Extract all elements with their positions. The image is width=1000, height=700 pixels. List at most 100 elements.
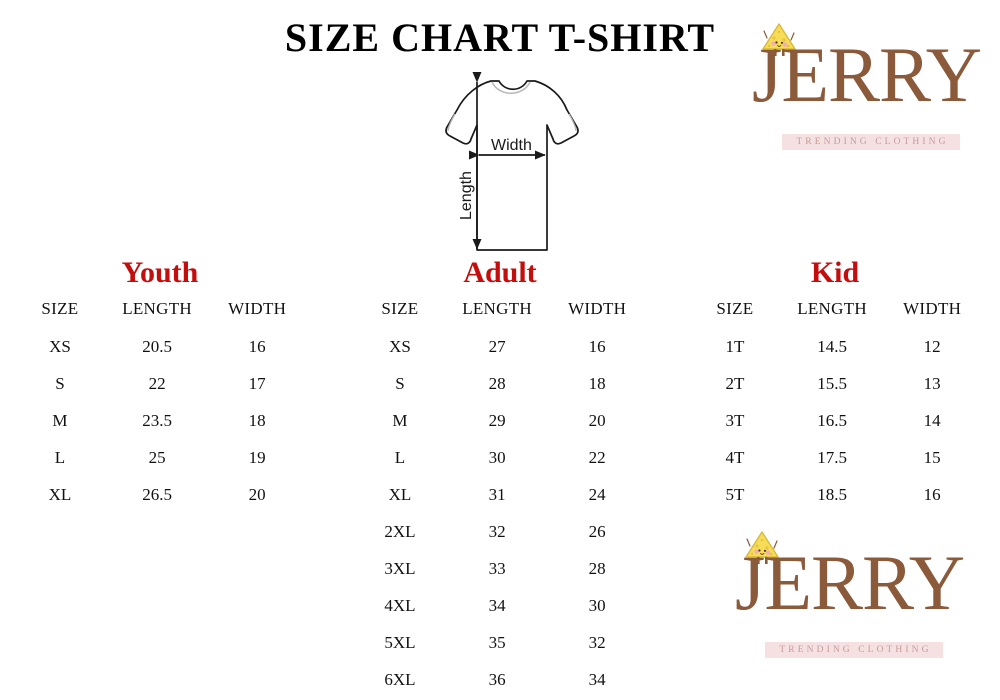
logo-mark: JERRY TRENDING CLOTHING (735, 530, 965, 675)
column-header-length: LENGTH (122, 299, 192, 318)
logo-wordmark: JERRY (735, 539, 965, 626)
cell-width: 34 (588, 669, 606, 689)
table-heading: Adult (463, 256, 537, 289)
t-shirt-measurement-diagram: Width Length (395, 72, 610, 267)
size-table-kid: Kid SIZE LENGTH WIDTH 1T 14.5 12 2T 15.5… (690, 258, 980, 513)
table-row: S 28 18 (355, 365, 645, 402)
cell-width: 28 (588, 558, 606, 578)
logo-wordmark: JERRY (752, 31, 982, 118)
table-header-row: SIZE LENGTH WIDTH (690, 299, 980, 328)
cell-size: M (52, 410, 68, 430)
brand-logo-top: JERRY TRENDING CLOTHING (752, 22, 982, 167)
table-body: 1T 14.5 12 2T 15.5 13 3T 16.5 14 4T 17.5… (690, 328, 980, 513)
cell-length: 33 (488, 558, 506, 578)
cell-width: 32 (588, 632, 606, 652)
cell-length: 29 (488, 410, 506, 430)
cell-size: 2T (725, 373, 745, 393)
table-row: 5T 18.5 16 (690, 476, 980, 513)
cell-length: 32 (488, 521, 506, 541)
table-body: XS 27 16 S 28 18 M 29 20 L 30 22 XL 31 (355, 328, 645, 698)
right-sleeve-crease (568, 113, 577, 132)
cell-length: 23.5 (142, 410, 172, 430)
cell-size: M (392, 410, 408, 430)
cell-width: 13 (923, 373, 941, 393)
cell-length: 20.5 (142, 336, 172, 356)
table-row: M 23.5 18 (15, 402, 305, 439)
cell-length: 16.5 (817, 410, 847, 430)
table-heading: Youth (121, 256, 199, 289)
cell-size: 4T (725, 447, 745, 467)
cell-length: 31 (488, 484, 506, 504)
cell-length: 34 (488, 595, 506, 615)
size-table-youth: Youth SIZE LENGTH WIDTH XS 20.5 16 S 22 … (15, 258, 305, 513)
logo-tagline: TRENDING CLOTHING (765, 642, 943, 658)
cell-length: 14.5 (817, 336, 847, 356)
cell-width: 15 (923, 447, 941, 467)
cell-width: 24 (588, 484, 606, 504)
left-sleeve-crease (447, 113, 456, 132)
table-row: XL 31 24 (355, 476, 645, 513)
table-row: L 30 22 (355, 439, 645, 476)
table-row: 2XL 32 26 (355, 513, 645, 550)
table-row: 3XL 33 28 (355, 550, 645, 587)
cell-size: XS (389, 336, 411, 356)
cell-width: 14 (923, 410, 941, 430)
cell-size: 6XL (384, 669, 416, 689)
cell-width: 26 (588, 521, 606, 541)
cell-width: 22 (588, 447, 606, 467)
table-row: 1T 14.5 12 (690, 328, 980, 365)
cell-length: 28 (488, 373, 506, 393)
collar-line (491, 81, 531, 94)
cell-length: 36 (488, 669, 506, 689)
cell-length: 22 (148, 373, 166, 393)
cell-size: L (54, 447, 66, 467)
column-header-size: SIZE (41, 299, 79, 318)
cell-width: 16 (248, 336, 266, 356)
cell-size: 2XL (384, 521, 416, 541)
cell-width: 18 (248, 410, 266, 430)
cell-width: 16 (923, 484, 941, 504)
cell-size: 3T (725, 410, 745, 430)
logo-mark: JERRY TRENDING CLOTHING (752, 22, 982, 167)
shirt-outline (445, 80, 579, 251)
column-header-length: LENGTH (797, 299, 867, 318)
column-header-width: WIDTH (903, 299, 962, 318)
cell-width: 20 (248, 484, 266, 504)
table-header-row: SIZE LENGTH WIDTH (15, 299, 305, 328)
column-header-size: SIZE (381, 299, 419, 318)
cell-length: 25 (148, 447, 166, 467)
cell-size: S (395, 373, 405, 393)
table-row: XL 26.5 20 (15, 476, 305, 513)
table-heading: Kid (810, 256, 860, 289)
cell-size: L (394, 447, 406, 467)
size-table: SIZE LENGTH WIDTH XS 27 16 S 28 18 M 29 … (355, 299, 645, 698)
table-row: L 25 19 (15, 439, 305, 476)
table-row: 4XL 34 30 (355, 587, 645, 624)
cell-width: 12 (923, 336, 941, 356)
cell-size: 3XL (384, 558, 416, 578)
cell-size: XL (388, 484, 412, 504)
size-table: SIZE LENGTH WIDTH 1T 14.5 12 2T 15.5 13 … (690, 299, 980, 513)
cheese-wedge-icon (743, 530, 781, 566)
table-row: S 22 17 (15, 365, 305, 402)
cell-length: 15.5 (817, 373, 847, 393)
size-table-adult: Adult SIZE LENGTH WIDTH XS 27 16 S 28 18… (355, 258, 645, 698)
cell-length: 30 (488, 447, 506, 467)
cell-length: 35 (488, 632, 506, 652)
cell-size: XL (48, 484, 72, 504)
table-row: M 29 20 (355, 402, 645, 439)
cell-size: S (55, 373, 65, 393)
table-body: XS 20.5 16 S 22 17 M 23.5 18 L 25 19 XL (15, 328, 305, 513)
cell-width: 30 (588, 595, 606, 615)
logo-tagline: TRENDING CLOTHING (782, 134, 960, 150)
cell-width: 20 (588, 410, 606, 430)
table-header-row: SIZE LENGTH WIDTH (355, 299, 645, 328)
table-row: 5XL 35 32 (355, 624, 645, 661)
cell-size: XS (49, 336, 71, 356)
cell-size: 1T (725, 336, 745, 356)
cheese-wedge-icon (760, 22, 798, 58)
cell-size: 5XL (384, 632, 416, 652)
cell-size: 4XL (384, 595, 416, 615)
cell-length: 27 (488, 336, 506, 356)
table-row: 2T 15.5 13 (690, 365, 980, 402)
